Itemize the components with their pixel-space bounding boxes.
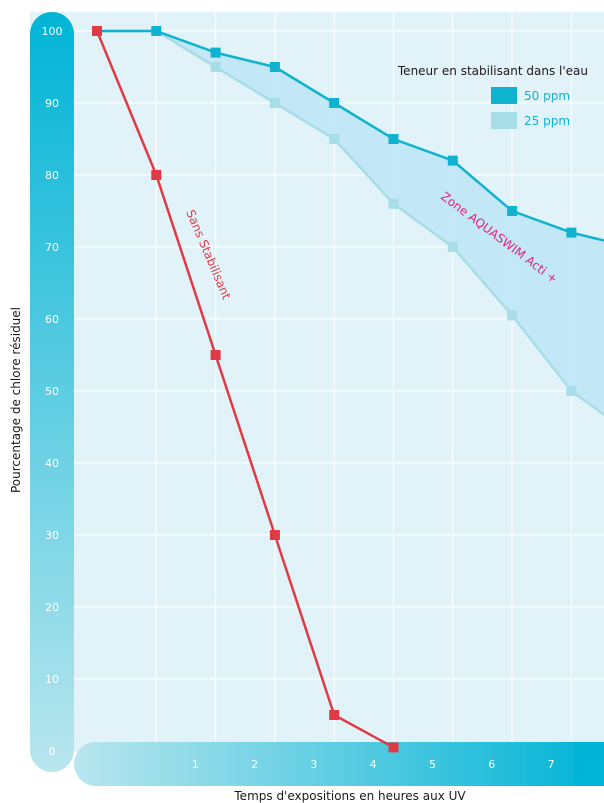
marker-50-ppm [210,47,221,58]
series-markers [92,26,577,753]
legend-label-25ppm: 25 ppm [524,114,570,128]
marker-25-ppm [269,98,280,108]
series-lines [95,29,604,749]
y-tick-label: 70 [45,241,59,254]
series-line-sans-stabilisant [95,30,395,749]
y-axis-bar [30,12,74,772]
marker-sans-stabilisant [269,530,280,540]
x-tick-label: 2 [251,758,258,771]
marker-25-ppm [507,310,518,321]
marker-sans-stabilisant [210,350,221,360]
y-tick-label: 50 [45,385,59,398]
legend-swatch-50ppm [491,87,517,104]
legend-title: Teneur en stabilisant dans l'eau [397,64,588,78]
series-line-25-ppm [97,29,604,417]
x-tick-label: 6 [488,758,495,771]
y-tick-labels: 0 10 20 30 40 50 60 70 80 90 100 [42,25,63,758]
x-tick-label: 7 [548,758,555,771]
y-tick-label: 10 [45,673,59,686]
legend: Teneur en stabilisant dans l'eau 50 ppm … [397,64,588,129]
x-axis-label: Temps d'expositions en heures aux UV [233,789,466,803]
marker-25-ppm [388,198,399,209]
marker-50-ppm [388,134,399,144]
x-tick-label: 1 [192,758,199,771]
legend-label-50ppm: 50 ppm [524,89,570,103]
x-tick-label: 3 [310,758,317,771]
marker-50-ppm [269,62,280,72]
legend-swatch-25ppm [491,112,517,129]
marker-sans-stabilisant [151,170,162,180]
marker-sans-stabilisant [388,742,399,753]
marker-50-ppm [507,206,518,216]
x-tick-labels: 12345678 [192,758,555,771]
x-axis-bar-joint [574,742,604,786]
y-tick-label: 60 [45,313,59,326]
aquaswim-zone [97,31,604,415]
plot-background [30,12,604,752]
marker-25-ppm [566,386,577,396]
marker-50-ppm [566,227,577,238]
y-tick-label: 90 [45,97,59,110]
marker-25-ppm [329,134,340,144]
marker-50-ppm [329,98,340,108]
y-tick-label: 20 [45,601,59,614]
x-axis-bar [74,742,604,786]
marker-sans-stabilisant [329,710,340,720]
series-line-50-ppm [97,29,604,242]
y-tick-label: 0 [49,745,56,758]
x-tick-label: 5 [429,758,436,771]
marker-50-ppm [151,26,162,36]
x-tick-label: 4 [370,758,377,771]
marker-sans-stabilisant [92,26,102,36]
y-axis-label: Pourcentage de chlore résiduel [9,307,23,493]
y-tick-label: 100 [42,25,63,38]
zone-area [97,31,604,415]
marker-25-ppm [210,62,221,72]
y-tick-label: 30 [45,529,59,542]
y-tick-label: 80 [45,169,59,182]
marker-25-ppm [447,242,458,252]
y-tick-label: 40 [45,457,59,470]
marker-50-ppm [447,155,458,166]
